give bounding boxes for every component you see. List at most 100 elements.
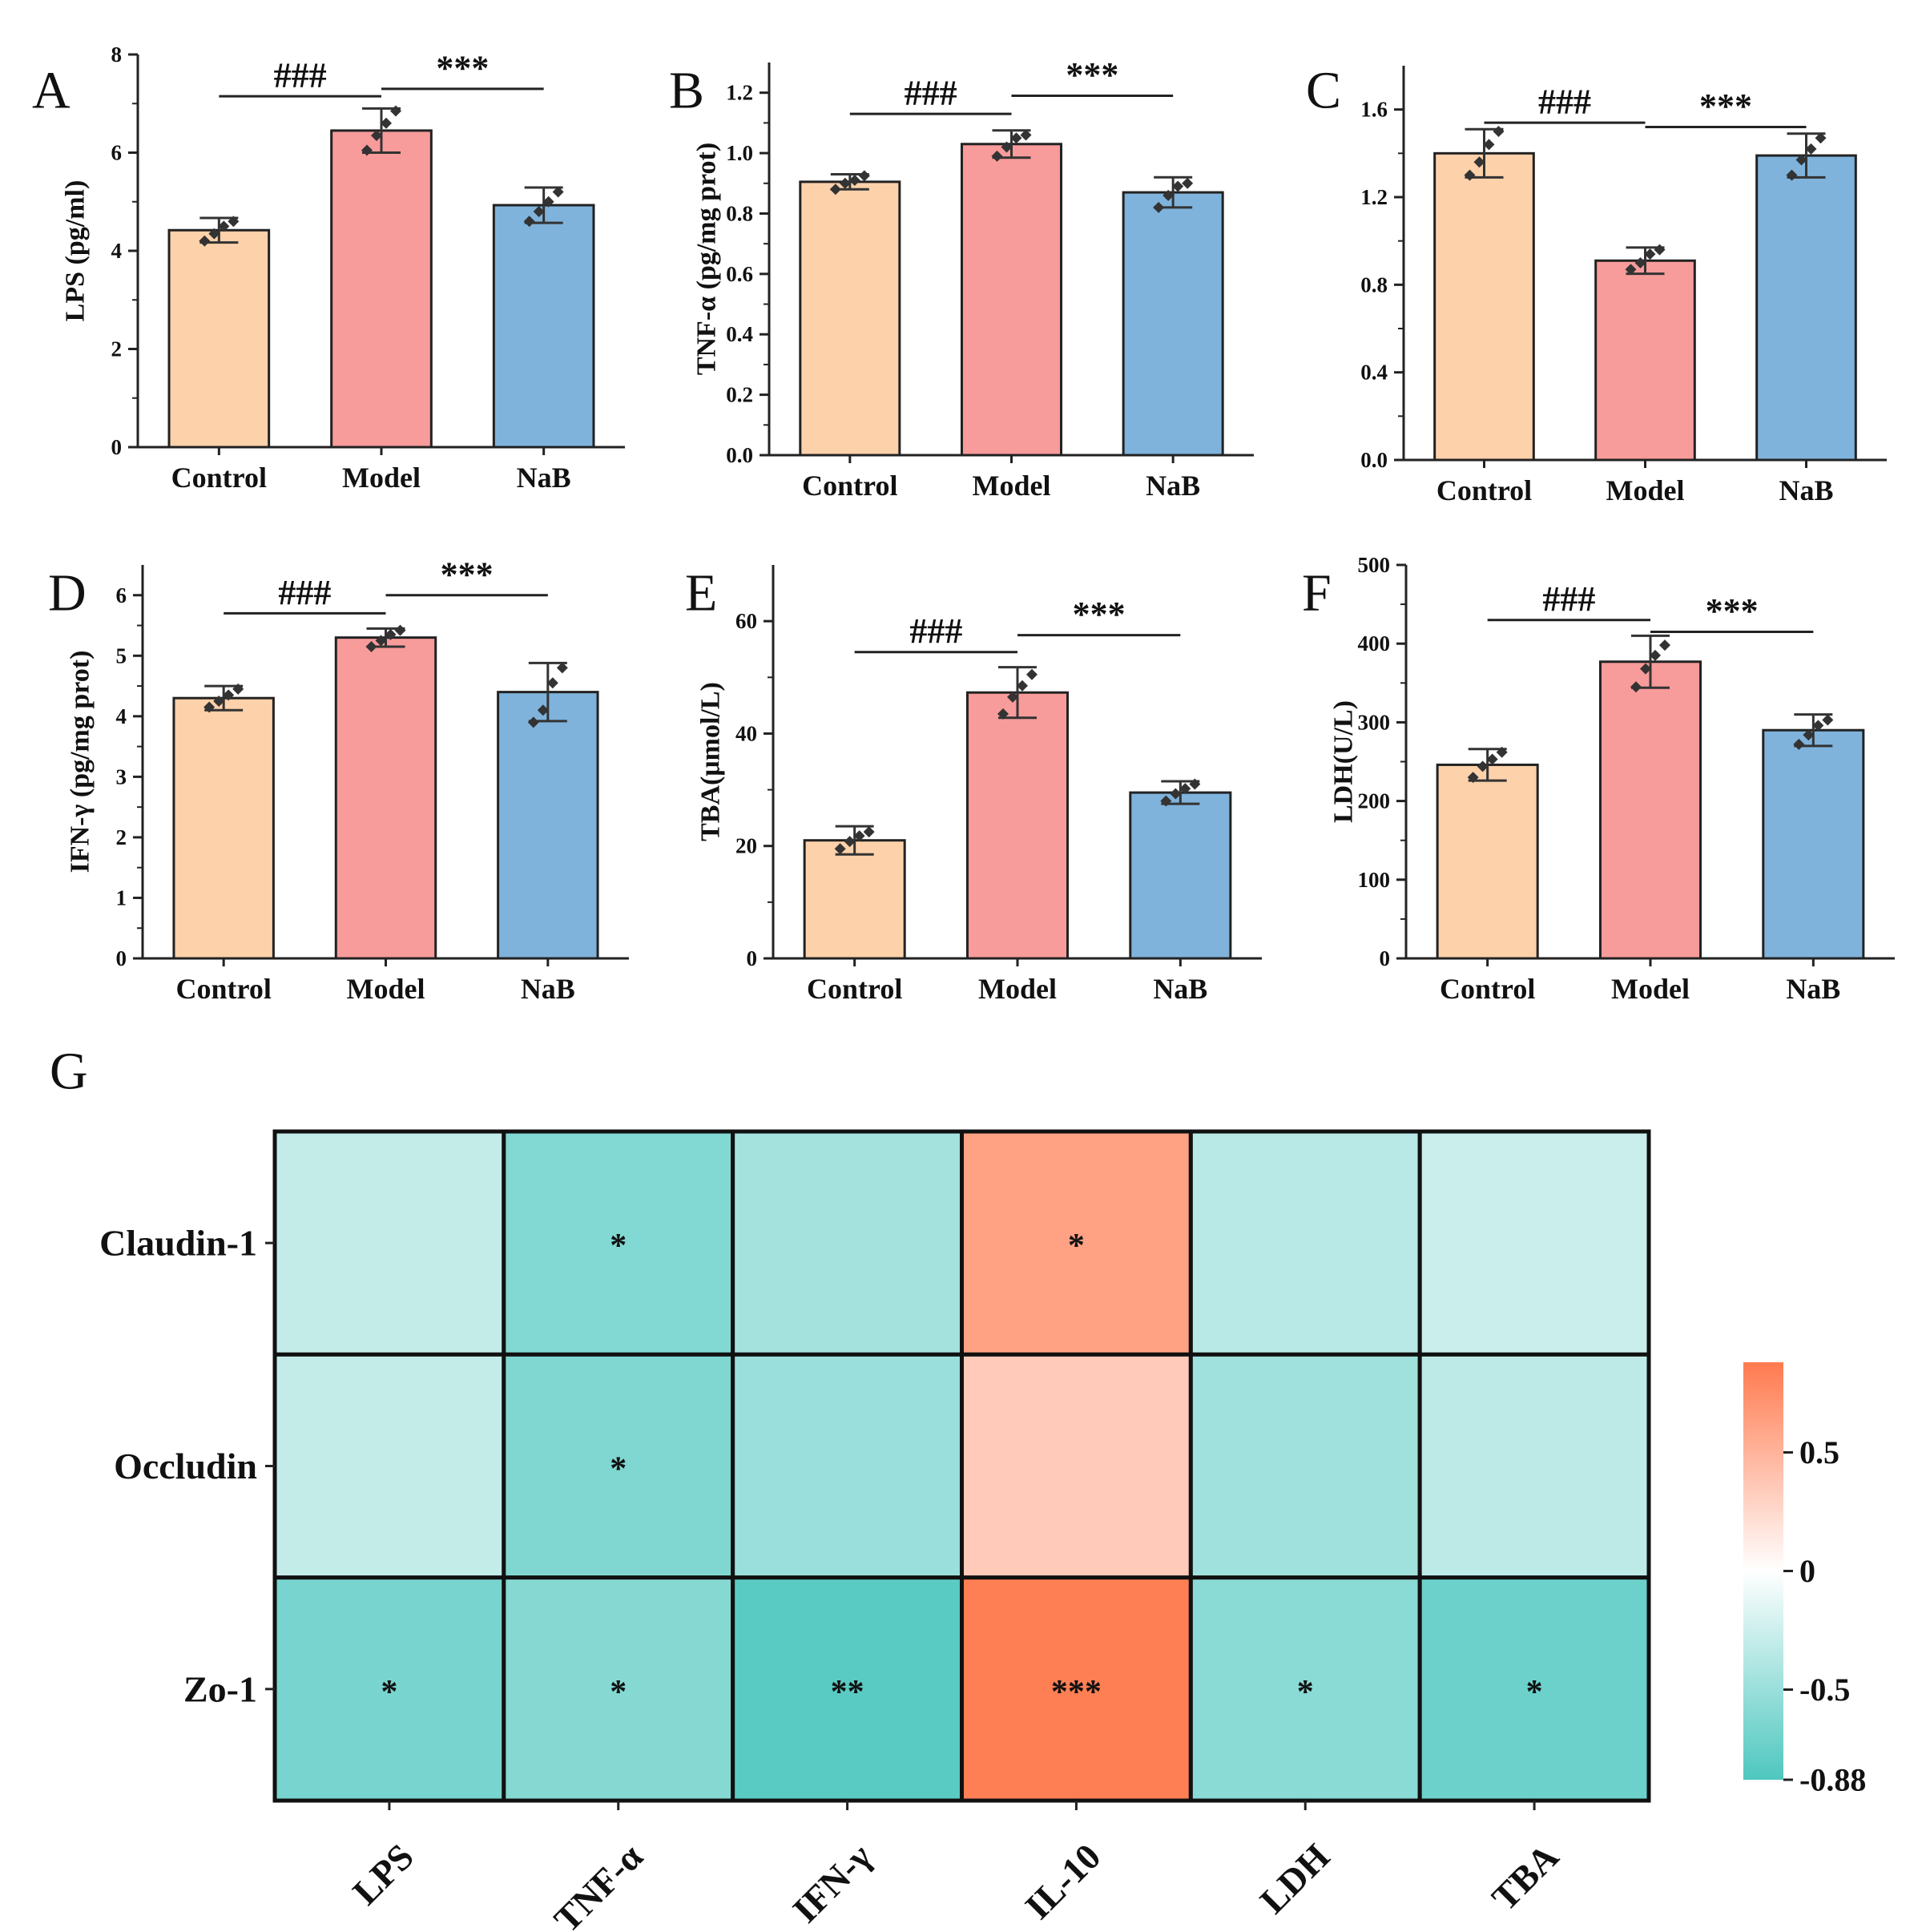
data-point — [1160, 795, 1172, 807]
data-point — [1805, 143, 1817, 155]
category-label: NaB — [1153, 973, 1207, 1005]
panel-e: E 0 20 40 60 TBA(μmol/L) Control Model NaB ### *** — [685, 563, 1262, 1005]
row-label: Zo-1 — [183, 1668, 257, 1709]
data-point — [1007, 691, 1018, 703]
data-point — [1654, 244, 1666, 256]
column-label: TBA — [1484, 1836, 1566, 1918]
category-label: Model — [1606, 474, 1685, 506]
heatmap-cell — [731, 1575, 965, 1803]
bar-nab — [492, 204, 595, 449]
data-point — [853, 830, 865, 842]
y-axis-title: TNF-α (pg/mg prot) — [692, 143, 722, 375]
y-tick-label: 1.0 — [726, 141, 753, 165]
heatmap-cell — [731, 1352, 965, 1580]
data-point — [203, 701, 216, 713]
bar-control — [799, 180, 901, 457]
heatmap-cell — [502, 1575, 735, 1803]
data-point — [1644, 248, 1656, 260]
heatmap-cell — [272, 1575, 506, 1803]
y-tick-label: 500 — [1358, 553, 1391, 577]
heatmap-cell — [1188, 1129, 1422, 1357]
colorbar — [1743, 1362, 1783, 1780]
data-point — [381, 117, 392, 129]
data-point — [213, 695, 225, 707]
data-point — [844, 836, 856, 848]
significance-star: *** — [1051, 1674, 1102, 1711]
significance-star: * — [381, 1674, 397, 1711]
data-point — [523, 216, 535, 228]
data-point — [1020, 129, 1032, 141]
data-point — [1793, 738, 1805, 750]
data-point — [1634, 257, 1646, 268]
y-tick-label: 0 — [116, 946, 127, 970]
column-label: LPS — [345, 1836, 421, 1913]
y-tick-label: 1.6 — [1360, 98, 1388, 122]
column-label: IFN-γ — [784, 1836, 879, 1930]
panel-d: D 0 1 2 3 4 5 6 IFN-γ (pg/mg prot) Control Model Na… — [48, 555, 629, 1005]
y-tick-label: 300 — [1358, 710, 1391, 734]
y-tick-label: 0.0 — [1360, 448, 1388, 472]
panel-c: C 0.0 0.4 0.8 1.2 1.6 Control Model NaB ### *** — [1306, 61, 1887, 506]
y-tick-label: 2 — [111, 337, 123, 361]
data-point — [552, 186, 564, 198]
data-point — [1026, 668, 1038, 680]
heatmap-cell — [731, 1129, 965, 1357]
category-label: Model — [347, 973, 425, 1005]
category-label: Control — [802, 470, 897, 502]
y-tick-label: 0.2 — [726, 383, 753, 407]
data-point — [527, 716, 539, 728]
bar-model — [1594, 259, 1696, 462]
data-point — [556, 662, 568, 674]
category-label: NaB — [521, 973, 575, 1005]
heatmap-cell — [960, 1575, 1193, 1803]
data-point — [834, 843, 846, 855]
colorbar-tick-label: 0.5 — [1799, 1434, 1839, 1470]
heatmap-cell — [272, 1129, 506, 1357]
y-tick-label: 6 — [111, 141, 123, 165]
data-point — [375, 635, 387, 647]
data-point — [1189, 778, 1201, 790]
panel-f: F 0 100 200 300 400 500 LDH(U/L) Control Model NaB… — [1302, 553, 1895, 1005]
y-tick-label: 0.0 — [726, 443, 753, 467]
category-label: Model — [1611, 973, 1690, 1005]
bar-model — [965, 691, 1070, 960]
category-label: Model — [973, 470, 1051, 502]
y-tick-label: 20 — [735, 834, 757, 858]
data-point — [1659, 639, 1670, 651]
y-tick-label: 0.4 — [1360, 361, 1388, 385]
bar-control — [803, 839, 906, 960]
data-point — [1182, 177, 1194, 189]
y-axis-title: LPS (pg/ml) — [61, 180, 91, 322]
data-point — [1001, 141, 1013, 153]
bar-nab — [497, 691, 599, 960]
y-tick-label: 4 — [116, 704, 127, 728]
data-point — [829, 184, 841, 196]
category-label: Control — [807, 973, 902, 1005]
bar-model — [1598, 660, 1702, 960]
data-point — [1172, 180, 1184, 192]
data-point — [1162, 189, 1175, 201]
significance-star: * — [1068, 1228, 1085, 1264]
data-point — [1812, 720, 1824, 732]
data-point — [839, 177, 851, 189]
significance-star: * — [1526, 1674, 1543, 1711]
y-tick-label: 8 — [111, 42, 123, 67]
data-point — [1153, 201, 1165, 213]
data-point — [1017, 680, 1028, 692]
y-tick-label: 60 — [735, 609, 757, 633]
significance-star: * — [610, 1451, 627, 1488]
significance-label: *** — [1073, 595, 1126, 634]
data-point — [223, 689, 235, 701]
significance-label: ### — [1542, 579, 1595, 619]
panel-letter: F — [1302, 563, 1332, 622]
category-label: NaB — [1786, 973, 1840, 1005]
significance-label: *** — [436, 48, 489, 87]
bar-nab — [1762, 728, 1865, 960]
data-point — [1493, 126, 1505, 137]
heatmap-cell — [1417, 1129, 1651, 1357]
colorbar-tick-label: -0.88 — [1799, 1762, 1866, 1798]
data-point — [542, 196, 554, 208]
data-point — [997, 708, 1009, 720]
